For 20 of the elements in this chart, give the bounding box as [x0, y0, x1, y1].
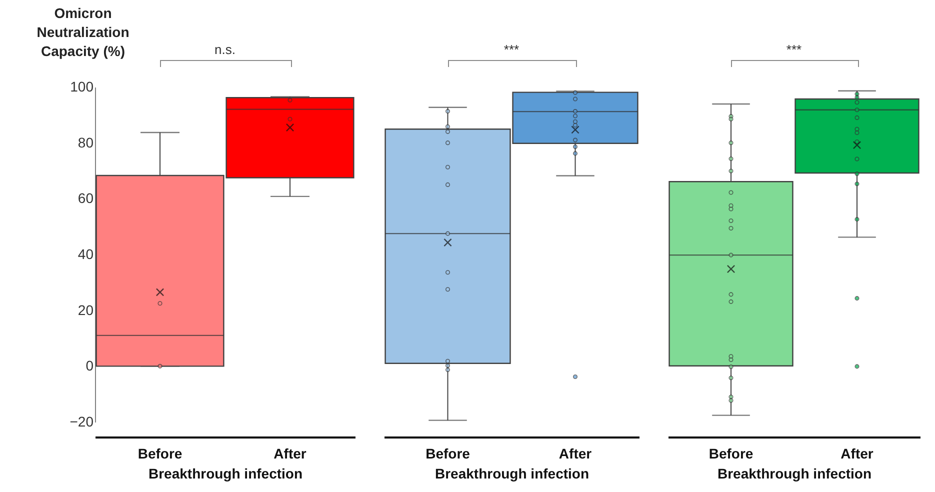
y-tick-label: 100: [70, 78, 94, 94]
y-tick-label: −20: [70, 414, 94, 430]
x-tick-label: Before: [426, 446, 470, 462]
text: n.s.: [214, 42, 236, 57]
x-tick-label: Before: [138, 446, 182, 462]
x-axis-title: Breakthrough infection: [717, 466, 872, 482]
x-tick-label: After: [840, 446, 874, 462]
x-tick-label: After: [274, 446, 307, 462]
y-axis-title: Omicron Neutralization Capacity (%): [36, 4, 130, 61]
text: ***: [785, 42, 803, 57]
y-tick-label: 20: [78, 302, 94, 318]
y-tick-label: 40: [78, 246, 94, 262]
y-tick-label: 0: [86, 358, 94, 374]
x-tick-label: After: [558, 446, 592, 462]
x-tick-label: Before: [708, 446, 754, 462]
x-axis-title: Breakthrough infection: [148, 466, 303, 482]
y-tick-label: 60: [78, 190, 94, 206]
x-axis-title: Breakthrough infection: [434, 466, 590, 482]
text: ***: [502, 42, 520, 57]
y-tick-label: 80: [78, 134, 94, 150]
